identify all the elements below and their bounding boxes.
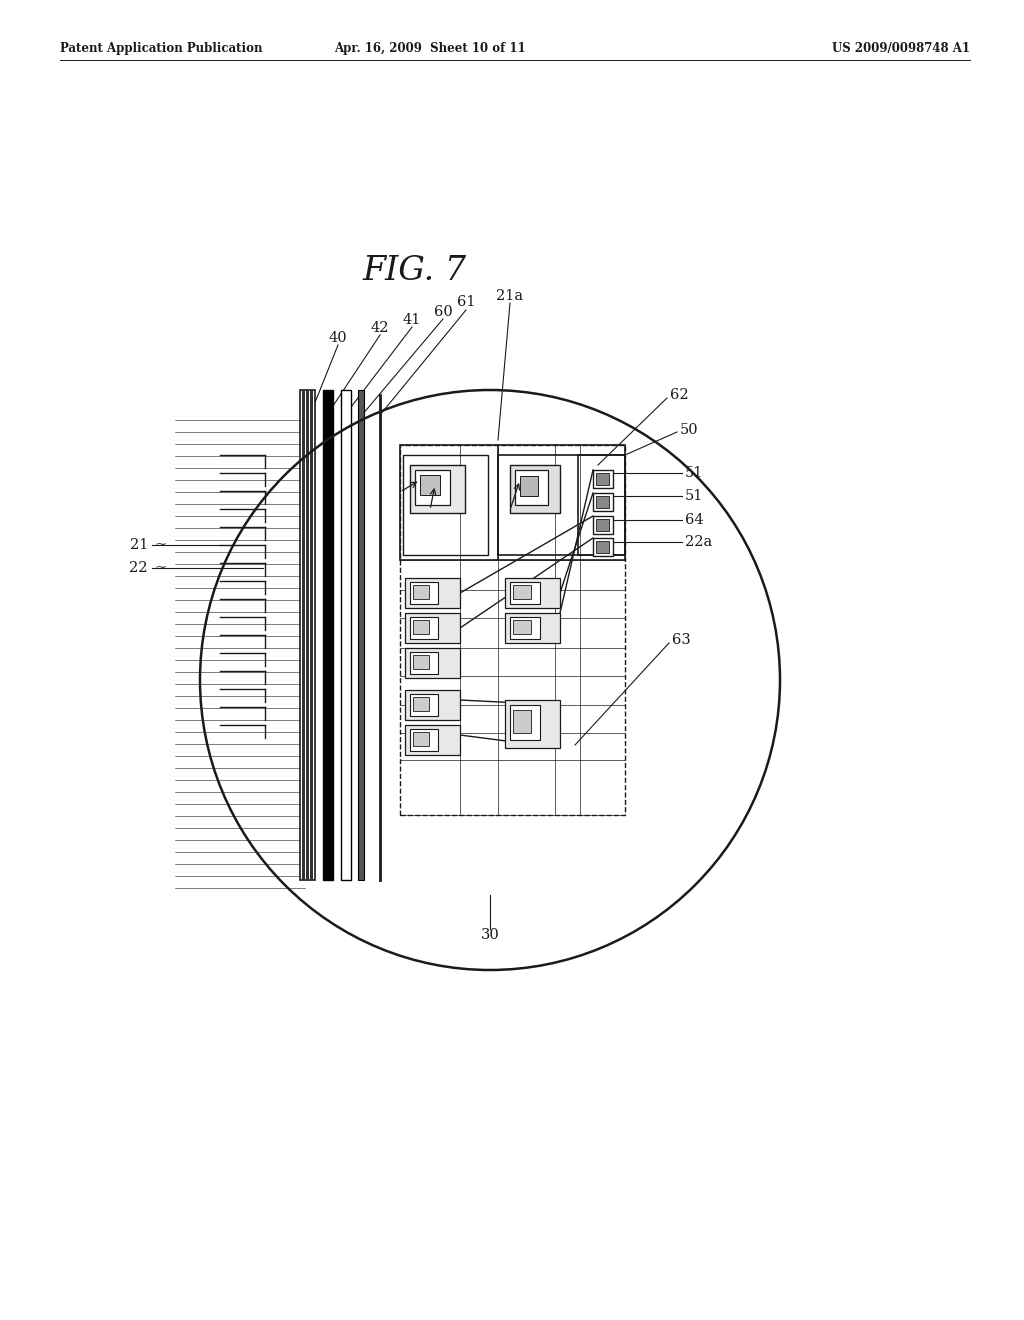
Bar [358, 389, 364, 880]
Bar [406, 648, 460, 678]
Bar [593, 539, 613, 556]
Bar [593, 516, 613, 535]
Bar [510, 465, 560, 513]
Bar [415, 470, 450, 506]
Text: 64: 64 [685, 513, 703, 527]
Bar [513, 710, 531, 733]
Bar [400, 445, 625, 560]
Bar [510, 705, 540, 741]
Bar [410, 616, 438, 639]
Text: 22: 22 [129, 561, 148, 576]
Bar [403, 455, 488, 554]
Text: 40: 40 [329, 331, 347, 345]
Bar [413, 733, 429, 746]
Text: Apr. 16, 2009  Sheet 10 of 11: Apr. 16, 2009 Sheet 10 of 11 [334, 42, 525, 55]
Bar [596, 519, 609, 531]
Text: 51: 51 [685, 466, 703, 480]
Bar [406, 612, 460, 643]
Bar [498, 455, 625, 554]
Bar [323, 389, 333, 880]
Bar [400, 445, 625, 814]
Text: US 2009/0098748 A1: US 2009/0098748 A1 [831, 42, 970, 55]
Text: ~: ~ [154, 539, 166, 552]
Text: FIG. 7: FIG. 7 [362, 255, 467, 286]
Text: 30: 30 [480, 928, 500, 942]
Bar [420, 475, 440, 495]
Bar [413, 620, 429, 634]
Bar [413, 585, 429, 599]
Text: 63: 63 [672, 634, 691, 647]
Bar [310, 389, 313, 880]
Text: 50: 50 [680, 422, 698, 437]
Bar [505, 612, 560, 643]
Bar [413, 697, 429, 711]
Text: 41: 41 [402, 313, 421, 327]
Bar [596, 541, 609, 553]
Text: 51: 51 [685, 488, 703, 503]
Bar [302, 389, 305, 880]
Bar [406, 725, 460, 755]
Bar [520, 477, 538, 496]
Bar [593, 470, 613, 488]
Text: 21a: 21a [497, 289, 523, 304]
Bar [410, 582, 438, 605]
Text: 22a: 22a [685, 535, 713, 549]
Bar [505, 700, 560, 748]
Bar [513, 585, 531, 599]
Bar [596, 473, 609, 484]
Bar [410, 694, 438, 715]
Text: Patent Application Publication: Patent Application Publication [60, 42, 262, 55]
Bar [406, 690, 460, 719]
Text: 60: 60 [433, 305, 453, 319]
Bar [578, 455, 625, 554]
Text: 62: 62 [670, 388, 688, 403]
Text: ~: ~ [154, 561, 166, 576]
Bar [513, 620, 531, 634]
Bar [510, 582, 540, 605]
Text: 21: 21 [130, 539, 148, 552]
Text: 61: 61 [457, 294, 475, 309]
Bar [510, 616, 540, 639]
Bar [341, 389, 351, 880]
Bar [596, 496, 609, 508]
Bar [406, 578, 460, 609]
Bar [410, 465, 465, 513]
Bar [300, 389, 315, 880]
Text: 42: 42 [371, 321, 389, 335]
Bar [410, 729, 438, 751]
Bar [410, 652, 438, 675]
Bar [505, 578, 560, 609]
Bar [306, 389, 309, 880]
Bar [515, 470, 548, 506]
Bar [593, 492, 613, 511]
Bar [413, 655, 429, 669]
